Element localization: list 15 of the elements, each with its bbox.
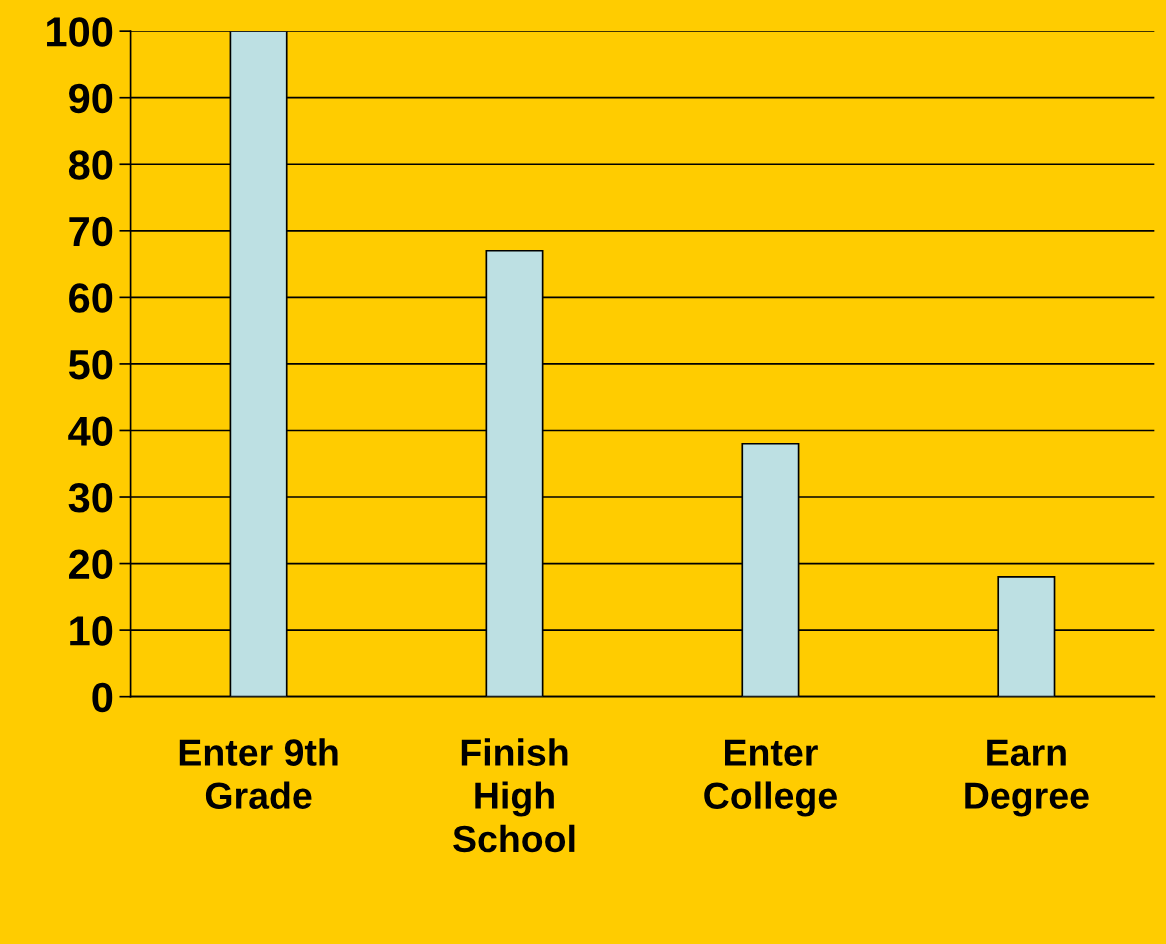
x-tick-label: Earn Degree [965,739,1089,817]
y-tick-label: 30 [68,483,113,513]
x-tick-label: Enter College [704,739,837,817]
y-tick-label: 20 [69,549,113,580]
y-tick-label: 70 [69,216,113,247]
y-tick-label: 60 [69,283,113,313]
y-tick-label: 10 [70,616,113,646]
y-tick-label: 50 [68,349,113,380]
x-tick-label: Finish High School [453,738,575,853]
x-tick-label: Enter 9th Grade [179,738,338,809]
y-tick-label: 100 [47,17,113,47]
y-tick-label: 90 [69,83,113,114]
y-tick-label: 80 [68,150,113,180]
y-tick-label: 0 [92,682,113,713]
y-tick-label: 40 [68,416,113,446]
